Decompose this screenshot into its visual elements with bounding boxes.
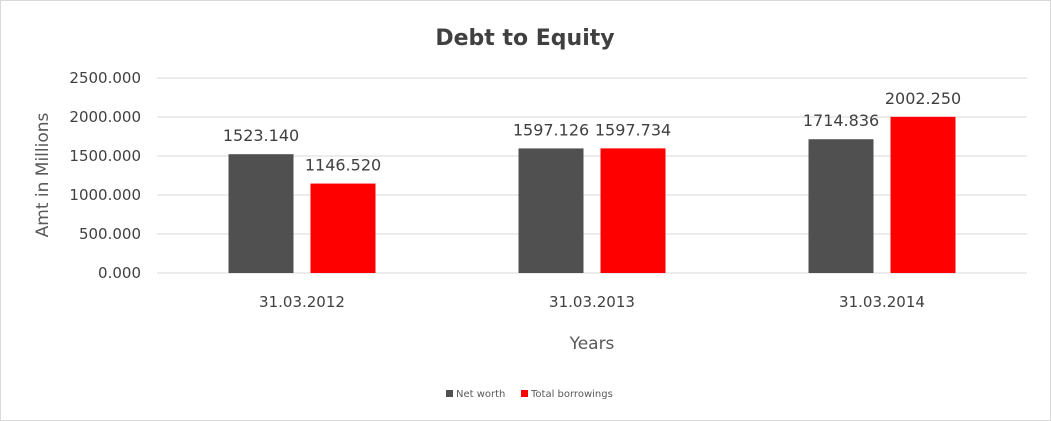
- legend-item: Net worth: [446, 389, 505, 400]
- bar-total-borrowings: [310, 183, 376, 273]
- data-label: 1523.140: [223, 126, 299, 145]
- x-tick-label: 31.03.2014: [839, 293, 925, 311]
- legend-label: Net worth: [456, 389, 505, 400]
- bar-net-worth: [518, 148, 584, 273]
- y-tick-label: 2500.000: [69, 69, 141, 87]
- y-axis-label: Amt in Millions: [33, 112, 53, 237]
- legend-label: Total borrowings: [530, 389, 613, 400]
- y-tick-label: 1500.000: [69, 147, 141, 165]
- legend-swatch: [446, 390, 453, 397]
- data-label: 1146.520: [305, 156, 381, 175]
- x-axis-label: Years: [569, 334, 615, 354]
- bar-net-worth: [228, 154, 294, 273]
- legend-item: Total borrowings: [521, 389, 613, 400]
- bar-total-borrowings: [890, 116, 956, 274]
- y-tick-label: 0.000: [98, 264, 141, 282]
- data-label: 1597.734: [595, 120, 671, 139]
- x-tick-label: 31.03.2012: [259, 293, 345, 311]
- bar-total-borrowings: [600, 148, 666, 273]
- y-tick-label: 1000.000: [69, 186, 141, 204]
- legend-swatch: [521, 390, 528, 397]
- bar-net-worth: [808, 139, 874, 273]
- chart-title: Debt to Equity: [435, 26, 614, 51]
- y-tick-label: 2000.000: [69, 108, 141, 126]
- y-tick-label: 500.000: [79, 225, 141, 243]
- data-label: 2002.250: [885, 89, 961, 108]
- x-tick-label: 31.03.2013: [549, 293, 635, 311]
- data-label: 1597.126: [513, 120, 589, 139]
- data-label: 1714.836: [803, 111, 879, 130]
